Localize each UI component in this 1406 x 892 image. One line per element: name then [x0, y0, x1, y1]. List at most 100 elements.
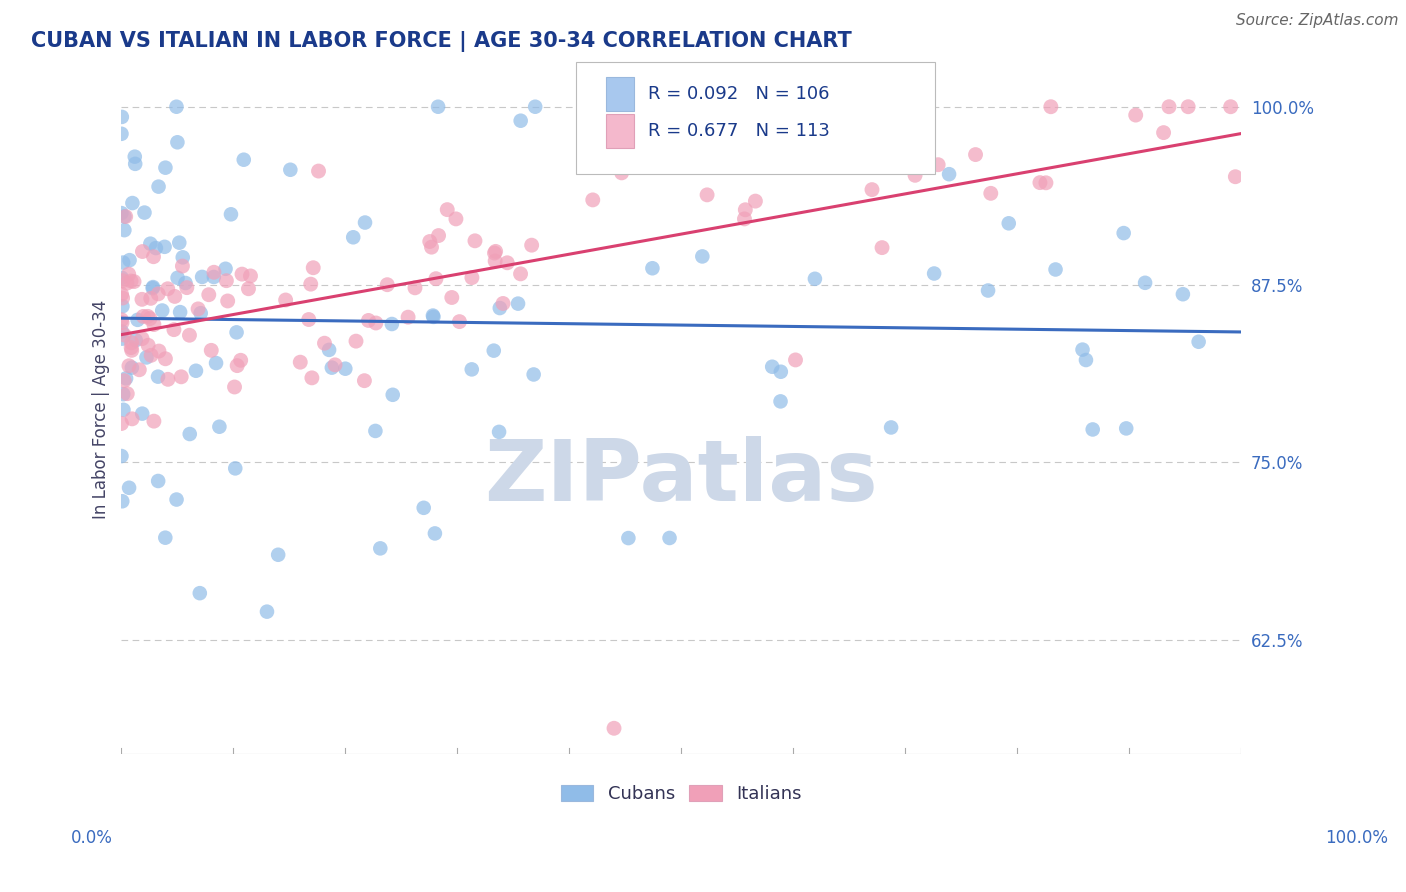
Point [156, 372, 179, 386]
Point [131, 244, 153, 259]
Point [364, 316, 387, 330]
Point [488, 301, 510, 315]
Point [132, 310, 155, 324]
Point [427, 100, 450, 114]
Point [112, 402, 135, 417]
Point [696, 187, 718, 202]
Point [166, 492, 188, 507]
Point [163, 323, 186, 337]
Point [120, 341, 142, 355]
Point [187, 301, 209, 316]
Point [229, 353, 252, 368]
Point [375, 277, 398, 292]
Point [602, 100, 624, 114]
Point [110, 127, 132, 141]
Point [1157, 100, 1180, 114]
Point [354, 215, 377, 229]
Point [419, 235, 441, 249]
Text: 100.0%: 100.0% [1326, 829, 1388, 847]
Point [1039, 100, 1062, 114]
Point [135, 351, 157, 365]
Point [131, 293, 153, 307]
Point [523, 368, 546, 382]
Point [239, 268, 262, 283]
Point [922, 267, 945, 281]
Point [1219, 100, 1241, 114]
Text: 0.0%: 0.0% [70, 829, 112, 847]
Point [274, 293, 297, 307]
Point [314, 336, 336, 351]
Point [231, 267, 253, 281]
Point [1112, 226, 1135, 240]
Point [321, 360, 343, 375]
Point [145, 241, 167, 255]
Point [139, 236, 162, 251]
Point [980, 186, 1002, 201]
Point [318, 343, 340, 357]
Point [148, 344, 170, 359]
Point [169, 305, 191, 319]
Point [422, 310, 444, 324]
Point [733, 211, 755, 226]
Point [506, 296, 529, 310]
Point [148, 179, 170, 194]
Point [485, 244, 508, 259]
Point [166, 100, 188, 114]
Point [112, 374, 135, 388]
Point [638, 157, 661, 171]
Point [436, 202, 458, 217]
Point [142, 414, 165, 428]
Point [136, 310, 159, 324]
Point [381, 388, 404, 402]
Point [179, 328, 201, 343]
Point [110, 312, 132, 326]
Point [1081, 422, 1104, 436]
Point [148, 286, 170, 301]
Point [124, 157, 146, 171]
Point [111, 332, 134, 346]
Point [938, 167, 960, 181]
Point [110, 206, 132, 220]
Point [226, 359, 249, 373]
Point [172, 251, 194, 265]
Point [603, 721, 626, 735]
Point [134, 205, 156, 219]
Point [115, 276, 138, 290]
Point [744, 194, 766, 208]
Point [977, 284, 1000, 298]
Legend: Cubans, Italians: Cubans, Italians [554, 778, 808, 811]
Point [118, 481, 141, 495]
Point [357, 313, 380, 327]
Point [169, 235, 191, 250]
Point [176, 280, 198, 294]
Point [404, 281, 426, 295]
Point [509, 267, 531, 281]
Point [111, 494, 134, 508]
Point [155, 531, 177, 545]
Point [111, 299, 134, 313]
Point [112, 210, 135, 224]
Point [364, 424, 387, 438]
Point [142, 250, 165, 264]
Point [299, 277, 322, 292]
Point [155, 351, 177, 366]
Point [110, 287, 132, 301]
Point [488, 425, 510, 439]
Text: R = 0.677   N = 113: R = 0.677 N = 113 [648, 122, 830, 140]
Point [585, 158, 607, 172]
Point [353, 374, 375, 388]
Point [785, 353, 807, 368]
Point [166, 136, 188, 150]
Point [111, 274, 134, 288]
Point [1133, 276, 1156, 290]
Point [582, 193, 605, 207]
Point [860, 183, 883, 197]
Point [117, 386, 139, 401]
Point [524, 100, 547, 114]
Point [217, 293, 239, 308]
Point [1071, 343, 1094, 357]
Y-axis label: In Labor Force | Age 30-34: In Labor Force | Age 30-34 [93, 300, 110, 518]
Point [163, 289, 186, 303]
Point [121, 196, 143, 211]
Point [1188, 334, 1211, 349]
